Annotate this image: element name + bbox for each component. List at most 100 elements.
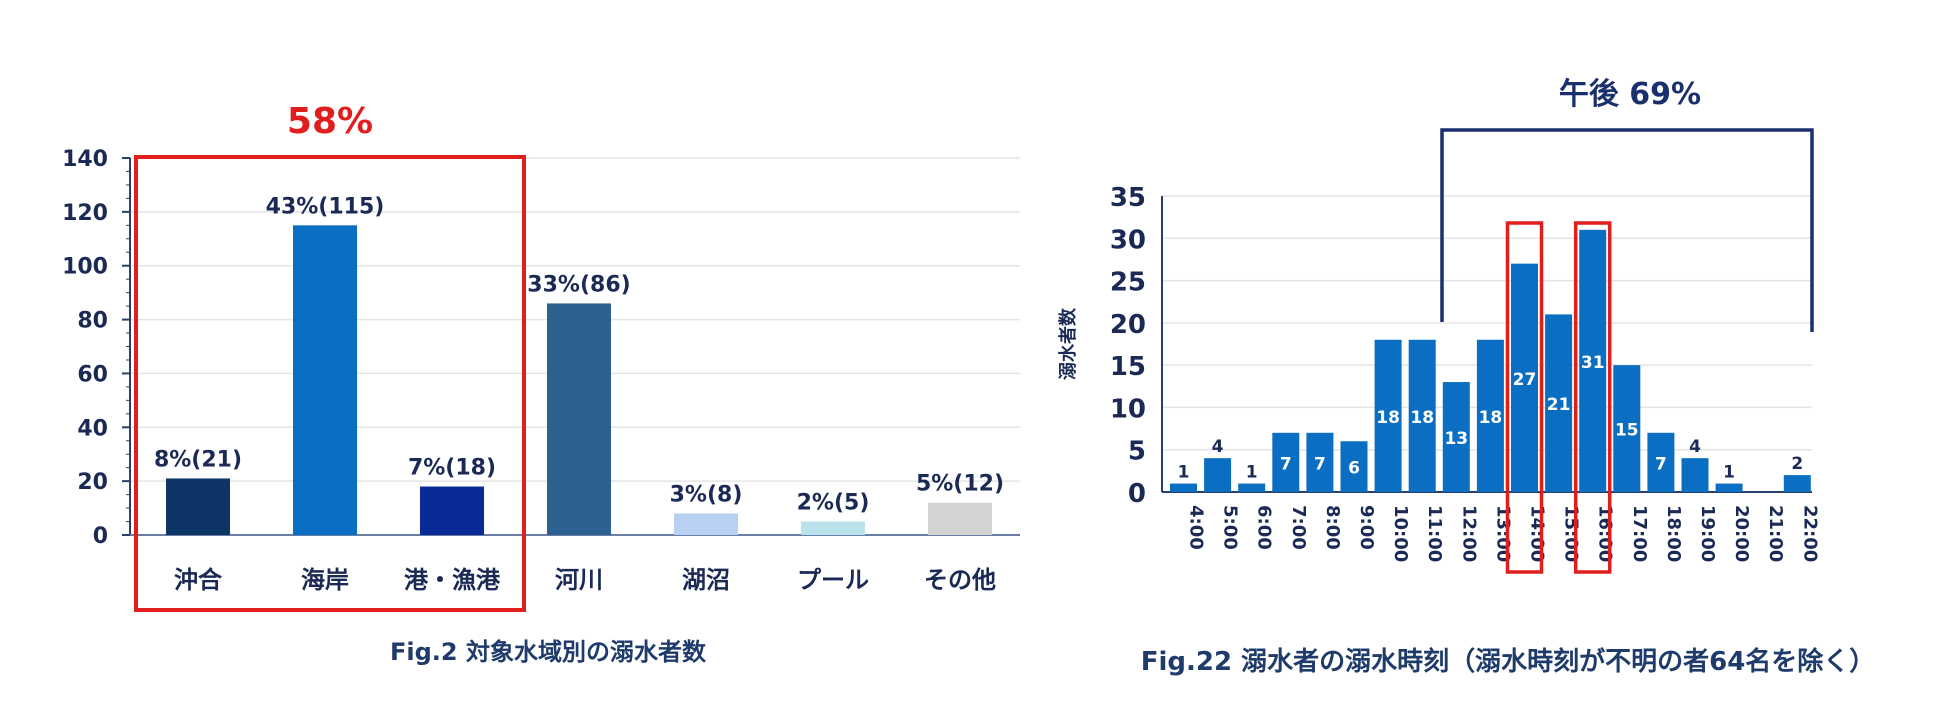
x-category-label: 8:00	[1322, 505, 1343, 550]
bar	[1783, 475, 1811, 492]
x-category-label: 16:00	[1595, 505, 1616, 562]
y-tick-label: 0	[1128, 479, 1146, 509]
bar	[420, 486, 484, 535]
chart-water-area: 0 20 40 60 80 100 120 140 8%(21) 沖合 43%(115) 海岸 7%(1…	[62, 101, 1020, 666]
x-category-label: 13:00	[1492, 505, 1513, 562]
highlight-box	[134, 155, 526, 612]
data-label: 5%(12)	[916, 472, 1004, 497]
bar	[674, 513, 738, 535]
data-label: 18	[1479, 408, 1503, 428]
highlight-percent-label: 58%	[287, 101, 373, 142]
y-tick-label: 140	[62, 147, 108, 172]
data-label: 7	[1314, 454, 1326, 474]
y-tick-label: 100	[62, 255, 108, 280]
y-tick-label: 80	[77, 309, 108, 334]
data-label: 4	[1212, 437, 1224, 457]
data-label: 13	[1444, 429, 1468, 449]
bar	[1170, 483, 1197, 492]
y-tick-label: 120	[62, 201, 108, 226]
bar	[1238, 483, 1266, 492]
data-label: 15	[1615, 421, 1639, 441]
x-category-label: 沖合	[174, 566, 223, 594]
bar	[928, 502, 992, 535]
x-category-label: 12:00	[1458, 505, 1479, 562]
data-label: 18	[1376, 408, 1400, 428]
x-category-label: 4:00	[1186, 505, 1207, 550]
bar	[1374, 339, 1402, 492]
bar	[1340, 441, 1368, 492]
bar	[1511, 263, 1538, 492]
x-category-label: 17:00	[1629, 505, 1650, 562]
x-category-label: 15:00	[1561, 505, 1582, 562]
bar	[1408, 339, 1436, 492]
bar	[801, 521, 865, 535]
data-label: 21	[1547, 395, 1571, 415]
bar	[1442, 382, 1470, 492]
x-category-label: 湖沼	[682, 566, 730, 594]
data-label: 1	[1178, 463, 1190, 483]
x-category-label: 9:00	[1356, 505, 1377, 550]
data-label: 1	[1246, 463, 1258, 483]
y-tick-label: 15	[1110, 352, 1146, 382]
x-category-label: 14:00	[1527, 505, 1548, 562]
data-label: 33%(86)	[527, 272, 630, 297]
bar	[1545, 314, 1573, 492]
bar	[166, 478, 230, 535]
bar	[1613, 365, 1641, 492]
data-label: 7%(18)	[408, 456, 496, 481]
highlight-box	[1505, 221, 1544, 574]
y-tick-label: 25	[1110, 268, 1146, 298]
chart-drowning-time: 05101520253035溺水者数14:0045:0016:0077:0078…	[1057, 77, 1875, 677]
y-tick-label: 20	[77, 470, 108, 495]
x-category-label: 10:00	[1390, 505, 1411, 562]
bar	[293, 225, 357, 536]
data-label: 31	[1581, 353, 1605, 373]
x-category-label: 19:00	[1697, 505, 1718, 562]
data-label: 3%(8)	[670, 482, 743, 507]
bar	[1647, 432, 1675, 492]
bar	[1715, 483, 1743, 492]
y-tick-label: 0	[93, 524, 108, 549]
y-axis-title: 溺水者数	[1057, 307, 1079, 380]
x-category-label: 21:00	[1765, 505, 1786, 562]
data-label: 43%(115)	[266, 194, 385, 219]
x-category-label: 6:00	[1254, 505, 1275, 550]
y-tick-label: 60	[77, 362, 108, 387]
bar	[1306, 432, 1334, 492]
data-label: 1	[1723, 463, 1735, 483]
data-label: 2%(5)	[797, 491, 870, 516]
data-label: 7	[1280, 454, 1292, 474]
y-tick-label: 10	[1110, 394, 1146, 424]
x-category-label: 海岸	[301, 566, 349, 594]
y-tick-label: 35	[1110, 183, 1146, 213]
data-label: 18	[1410, 408, 1434, 428]
data-label: 6	[1348, 459, 1360, 479]
x-category-label: 18:00	[1663, 505, 1684, 562]
afternoon-percent-label: 午後 69%	[1559, 77, 1701, 112]
data-label: 8%(21)	[154, 447, 242, 472]
figure-caption: Fig.22 溺水者の溺水時刻（溺水時刻が不明の者64名を除く）	[1141, 646, 1876, 677]
data-label: 2	[1791, 454, 1803, 474]
y-tick-label: 20	[1110, 310, 1146, 340]
y-tick-label: 5	[1128, 437, 1146, 467]
bar	[1681, 458, 1709, 492]
afternoon-bracket	[1440, 128, 1814, 332]
bar	[1579, 229, 1607, 493]
x-category-label: その他	[924, 566, 996, 594]
x-category-label: 5:00	[1220, 505, 1241, 550]
x-category-label: 河川	[555, 566, 603, 594]
bar	[547, 303, 611, 535]
x-category-label: 20:00	[1731, 505, 1752, 562]
bar	[1476, 339, 1504, 492]
x-category-label: 7:00	[1288, 505, 1309, 550]
y-tick-label: 30	[1110, 225, 1146, 255]
x-category-label: 11:00	[1424, 505, 1445, 562]
bar	[1272, 432, 1300, 492]
data-label: 4	[1689, 437, 1701, 457]
data-label: 27	[1513, 370, 1537, 390]
x-category-label: プール	[797, 566, 869, 594]
highlight-box	[1573, 221, 1612, 574]
data-label: 7	[1655, 454, 1667, 474]
y-tick-label: 40	[77, 416, 108, 441]
